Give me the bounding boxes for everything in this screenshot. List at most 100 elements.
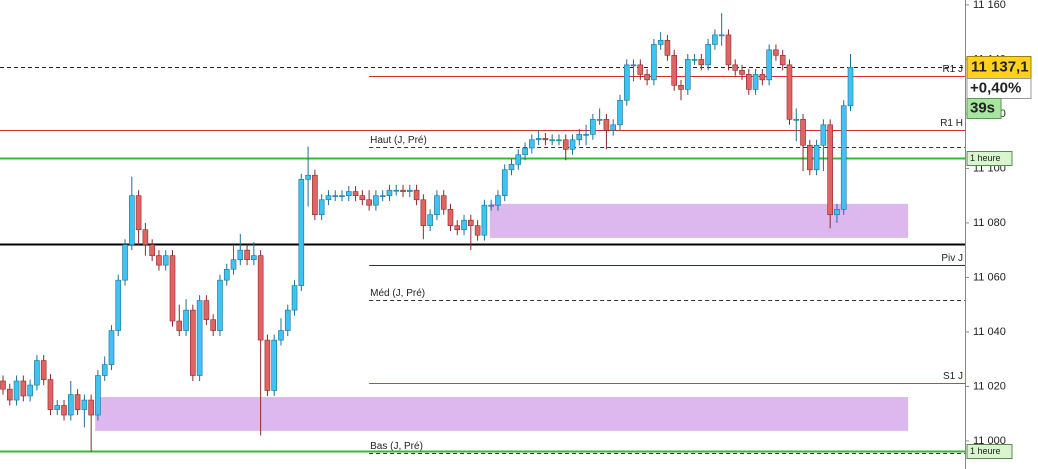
candle-body xyxy=(834,208,840,216)
candle-body xyxy=(705,44,711,66)
zone xyxy=(95,397,909,431)
candle-body xyxy=(440,195,447,210)
candle-body xyxy=(827,124,833,216)
candle-body xyxy=(454,225,461,231)
candle-body xyxy=(427,214,433,226)
candle-body xyxy=(40,360,47,380)
candle-body xyxy=(813,144,820,171)
candle-body xyxy=(766,49,772,81)
candle-body xyxy=(773,49,779,56)
candle-body xyxy=(345,191,352,196)
candle-body xyxy=(603,119,610,131)
y-tick-label: 11 080 xyxy=(973,217,1006,229)
level-tag xyxy=(966,151,1013,166)
candle-body xyxy=(590,119,596,135)
candle-body xyxy=(0,380,6,390)
candle-body xyxy=(447,208,454,226)
candle-body xyxy=(434,195,440,216)
candle-body xyxy=(190,309,196,376)
level-label: R1 H xyxy=(940,118,963,129)
candle-body xyxy=(732,64,739,71)
candle-body xyxy=(400,189,406,192)
candle-body xyxy=(298,179,305,286)
level-label: Bas (J, Pré) xyxy=(370,441,423,452)
candle-body xyxy=(759,74,766,81)
candle-body xyxy=(257,255,264,341)
candle-body xyxy=(691,59,698,61)
candle-body xyxy=(413,189,420,201)
candle-body xyxy=(230,259,237,270)
candle-body xyxy=(81,399,88,410)
level-tag-label: 1 heure xyxy=(970,153,1001,163)
candle-body xyxy=(95,375,101,416)
candle-body xyxy=(820,124,827,146)
candle-body xyxy=(569,139,576,150)
candle-body xyxy=(671,55,678,86)
candle-body xyxy=(657,40,664,45)
candle-body xyxy=(183,309,189,331)
candle-body xyxy=(27,384,33,397)
candle-body xyxy=(88,399,94,416)
candle-body xyxy=(562,139,569,150)
candle-body xyxy=(596,119,603,121)
candle-body xyxy=(156,255,162,266)
y-tick-label: 11 160 xyxy=(973,0,1006,11)
candle-body xyxy=(61,405,67,416)
candle-body xyxy=(13,380,20,401)
candle-body xyxy=(149,244,155,256)
candle-body xyxy=(420,199,427,226)
candle-body xyxy=(712,34,718,45)
candle-body xyxy=(278,330,284,341)
level-label: Haut (J, Pré) xyxy=(370,135,427,146)
price-label: 11 137,1 xyxy=(971,58,1029,75)
candle-body xyxy=(74,394,81,410)
candle-body xyxy=(339,195,345,197)
candle-body xyxy=(129,195,135,246)
candle-body xyxy=(800,119,806,146)
candle-body xyxy=(312,174,318,216)
candle-body xyxy=(318,199,325,216)
candle-body xyxy=(637,64,644,75)
candle-body xyxy=(698,59,705,66)
candle-body xyxy=(271,339,278,391)
candle-body xyxy=(495,195,501,206)
candle-body xyxy=(644,74,650,81)
candle-body xyxy=(366,199,372,206)
candle-body xyxy=(68,394,74,416)
candle-body xyxy=(461,219,467,231)
timer-box xyxy=(966,98,1002,119)
candle-body xyxy=(549,139,555,142)
candle-body xyxy=(284,309,291,331)
candle-body xyxy=(34,360,40,386)
candle-body xyxy=(325,195,332,201)
candle-body xyxy=(610,124,617,131)
candle-body xyxy=(244,249,250,261)
candle-body xyxy=(379,195,386,197)
candle-body xyxy=(623,64,630,101)
candle-body xyxy=(237,249,244,261)
candle-body xyxy=(393,189,400,192)
candle-body xyxy=(847,67,854,107)
candle-body xyxy=(196,300,203,376)
candle-body xyxy=(474,225,481,236)
candle-body xyxy=(515,154,522,165)
candle-body xyxy=(352,191,359,196)
level-label: Piv J xyxy=(941,253,963,264)
candle-body xyxy=(386,189,393,196)
candle-body xyxy=(752,74,759,90)
candle-body xyxy=(807,144,813,171)
candle-body xyxy=(223,268,230,281)
candle-body xyxy=(169,255,176,322)
candle-body xyxy=(481,204,488,236)
candle-body xyxy=(176,320,183,331)
candle-body xyxy=(135,195,142,231)
candle-body xyxy=(210,319,216,331)
candle-body xyxy=(305,174,311,180)
change-label: +0,40% xyxy=(970,79,1021,96)
candle-body xyxy=(291,285,298,311)
candle-body xyxy=(115,279,122,331)
candle-body xyxy=(522,147,528,156)
candle-body xyxy=(122,244,128,281)
level-label: S1 J xyxy=(943,371,963,382)
candle-body xyxy=(535,138,542,141)
